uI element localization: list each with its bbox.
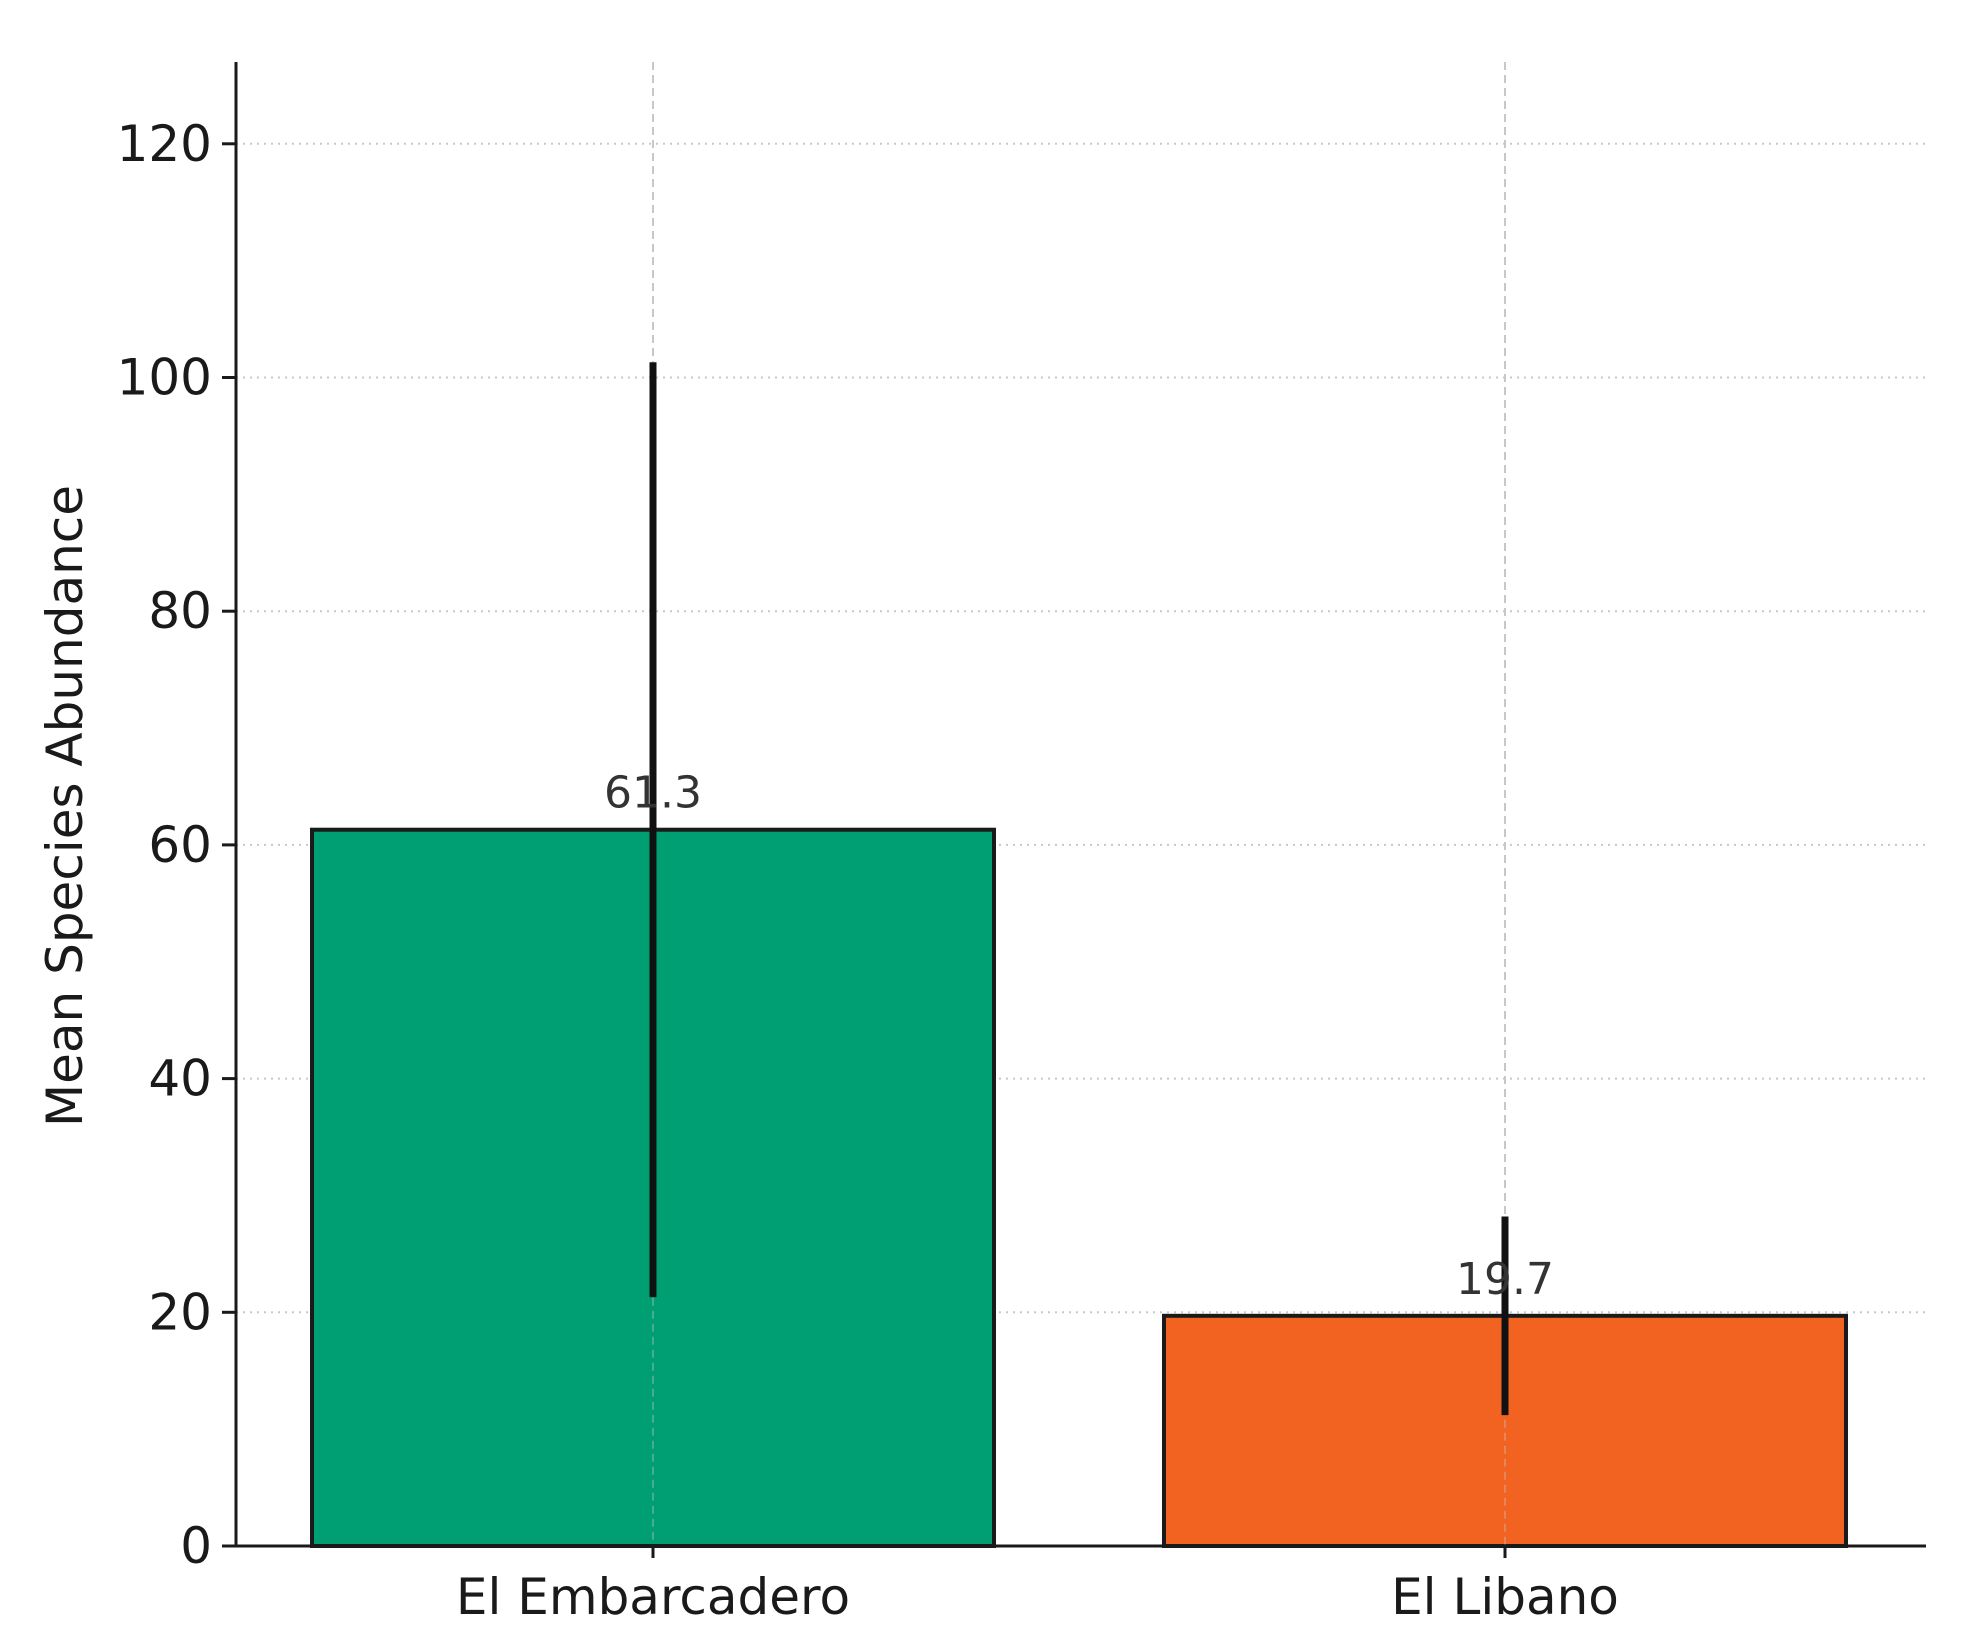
x-category-label: El Libano (1391, 1568, 1619, 1626)
y-tick-label: 40 (148, 1050, 212, 1108)
y-tick-label: 0 (180, 1517, 212, 1575)
data-label: 19.7 (1456, 1254, 1554, 1305)
data-label: 61.3 (604, 768, 702, 819)
data-labels: 61.3 19.7 (604, 768, 1554, 1305)
y-tick-label: 80 (148, 582, 212, 640)
x-category-label: El Embarcadero (456, 1568, 850, 1626)
y-tick-label: 60 (148, 816, 212, 874)
y-tick-label: 100 (117, 348, 212, 406)
x-categories: El Embarcadero El Libano (456, 1546, 1619, 1626)
y-axis-title: Mean Species Abundance (36, 485, 94, 1127)
y-ticks: 0 20 40 60 80 100 120 (117, 115, 236, 1575)
axes (234, 62, 1926, 1548)
y-tick-label: 20 (148, 1283, 212, 1341)
error-bars (649, 362, 1509, 1416)
bars (310, 827, 1848, 1548)
y-tick-label: 120 (117, 115, 212, 173)
